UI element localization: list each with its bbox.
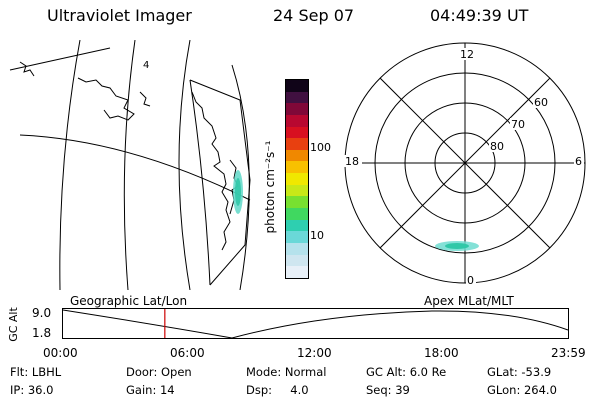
glat-status: GLat: -53.9 xyxy=(487,365,552,379)
colorbar-tick-10: 10 xyxy=(310,229,324,242)
colorbar-segment xyxy=(286,173,308,185)
polar-hour-6: 6 xyxy=(575,155,582,168)
timeline-y-axis-label: GC Alt xyxy=(6,307,20,342)
colorbar-segment xyxy=(286,184,308,197)
colorbar-segment xyxy=(286,242,308,255)
timeline-y-top: 9.0 xyxy=(32,306,52,320)
filter-status: Flt: LBHL xyxy=(10,365,62,379)
colorbar-segment xyxy=(286,149,308,162)
seq-status: Seq: 39 xyxy=(366,383,410,397)
colorbar-segment xyxy=(286,91,308,104)
colorbar xyxy=(285,79,309,279)
colorbar-segment xyxy=(286,254,308,267)
colorbar-segment xyxy=(286,196,308,209)
timeline-right-label: Apex MLat/MLT xyxy=(424,294,514,308)
gain-status: Gain: 14 xyxy=(126,383,175,397)
colorbar-segment xyxy=(286,103,308,115)
colorbar-segment xyxy=(286,208,308,220)
polar-hour-0: 0 xyxy=(467,274,474,287)
x-tick-3: 18:00 xyxy=(424,346,459,360)
colorbar-segment xyxy=(286,219,308,232)
door-status: Door: Open xyxy=(126,365,192,379)
polar-lat-60: 60 xyxy=(534,96,548,109)
colorbar-segment xyxy=(286,231,308,243)
colorbar-segment xyxy=(286,114,308,127)
timeline-y-bottom: 1.8 xyxy=(32,326,52,340)
polar-hour-12: 12 xyxy=(460,48,474,61)
x-tick-1: 06:00 xyxy=(170,346,205,360)
colorbar-unit-label: photon cm⁻²s⁻¹ xyxy=(263,140,277,234)
polar-hour-18: 18 xyxy=(345,155,359,168)
mode-status: Mode: Normal xyxy=(246,365,327,379)
colorbar-segment xyxy=(286,126,308,139)
colorbar-segment xyxy=(286,80,308,92)
app-title: Ultraviolet Imager xyxy=(47,6,192,25)
colorbar-segment xyxy=(286,161,308,174)
polar-lat-70: 70 xyxy=(511,118,525,131)
colorbar-tick-100: 100 xyxy=(310,141,331,154)
x-tick-4: 23:59 xyxy=(551,346,586,360)
map-corner-label: 4 xyxy=(143,60,149,71)
glon-status: GLon: 264.0 xyxy=(487,383,557,397)
ip-status: IP: 36.0 xyxy=(10,383,54,397)
polar-lat-80: 80 xyxy=(490,140,504,153)
x-tick-2: 12:00 xyxy=(297,346,332,360)
colorbar-segment xyxy=(286,266,308,278)
geographic-map: 4 xyxy=(9,40,251,290)
dsp-status: Dsp: 4.0 xyxy=(246,383,309,397)
gc-alt-status: GC Alt: 6.0 Re xyxy=(366,365,447,379)
timeline-left-label: Geographic Lat/Lon xyxy=(70,294,188,308)
x-tick-0: 00:00 xyxy=(43,346,78,360)
altitude-timeline xyxy=(62,308,569,339)
polar-plot: 12 18 6 0 60 70 80 xyxy=(344,42,586,287)
altitude-curve xyxy=(62,309,569,339)
colorbar-segment xyxy=(286,138,308,150)
time-label: 04:49:39 UT xyxy=(430,6,529,25)
date-label: 24 Sep 07 xyxy=(273,6,355,25)
